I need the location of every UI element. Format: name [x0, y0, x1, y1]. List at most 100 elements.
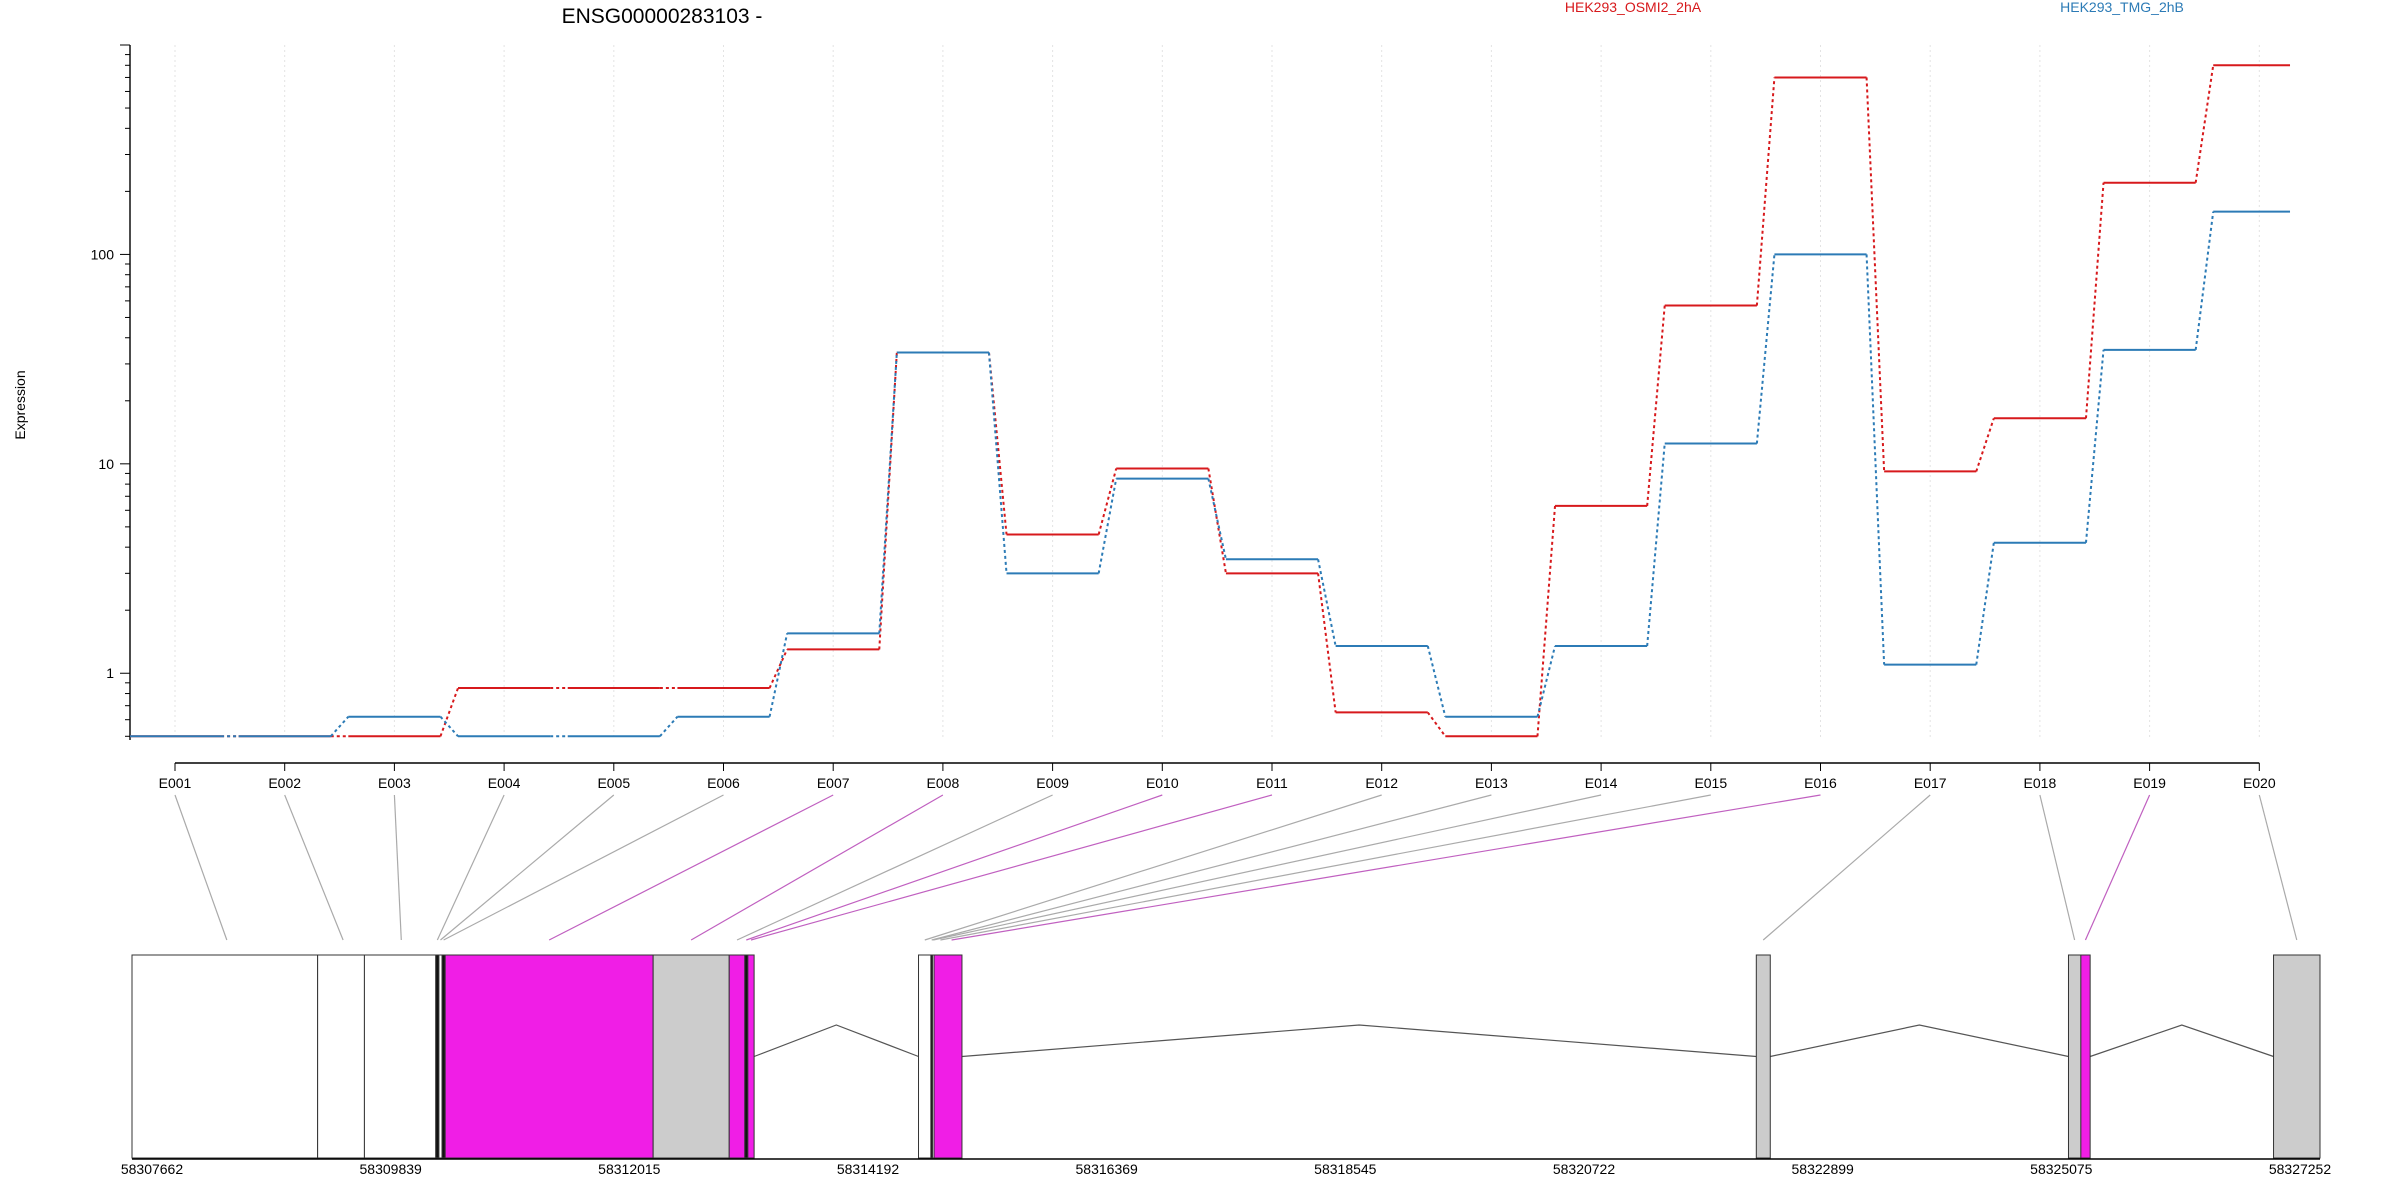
coordinate-label: 58316369	[1076, 1161, 1139, 1177]
expression-transition	[1097, 478, 1118, 574]
coordinate-label: 58322899	[1792, 1161, 1855, 1177]
exon-label: E008	[927, 775, 960, 791]
exon-link	[933, 794, 1602, 941]
y-tick-label: 10	[98, 456, 114, 472]
coordinate-label: 58327252	[2269, 1161, 2332, 1177]
expression-transition	[987, 352, 1008, 535]
exon-link	[736, 794, 1053, 941]
exon-link	[951, 794, 1821, 941]
exon-label: E003	[378, 775, 411, 791]
expression-transition	[878, 352, 898, 634]
exon-link	[1762, 794, 1931, 941]
expression-transition	[2194, 65, 2215, 183]
legend-series-a: HEK293_OSMI2_2hA	[1565, 0, 1702, 15]
series-lines	[130, 64, 2291, 738]
exon-label: E001	[159, 775, 192, 791]
exon-link	[393, 794, 402, 941]
expression-transition	[1755, 254, 1776, 444]
intron-line	[753, 1024, 919, 1058]
exon-label: E018	[2024, 775, 2057, 791]
exon-label: E010	[1146, 775, 1179, 791]
exon-link	[443, 794, 724, 941]
gene-model	[131, 954, 2321, 1160]
y-tick-label: 1	[106, 665, 114, 681]
exon-label: E019	[2133, 775, 2166, 791]
exon-block	[1755, 954, 1771, 1159]
exon-link	[548, 794, 834, 941]
exon-tick-labels: E001 E002 E003 E004 E005 E006 E007 E008 E009 E010…	[159, 775, 2276, 791]
expression-transition	[768, 633, 789, 717]
expression-transition	[330, 716, 350, 737]
expression-transition	[1317, 559, 1337, 647]
exon-block	[728, 954, 746, 1159]
expression-transition	[1865, 77, 1886, 472]
exon-link	[2084, 794, 2151, 941]
exon-link	[2039, 794, 2076, 941]
expression-transition	[659, 716, 679, 737]
expression-transition	[987, 352, 1008, 574]
expression-transition	[1975, 417, 1995, 472]
y-axis-label: Expression	[12, 370, 28, 439]
exon-link	[931, 794, 1492, 941]
legend-series-b: HEK293_TMG_2hB	[2060, 0, 2184, 15]
y-tick-label: 100	[91, 246, 115, 262]
expression-transition	[2084, 349, 2105, 543]
exon-link	[2258, 794, 2298, 941]
exon-label: E016	[1804, 775, 1837, 791]
series-a	[130, 64, 2291, 738]
exon-block	[363, 954, 437, 1159]
coordinate-label: 58314192	[837, 1161, 900, 1177]
genomic-coordinate-labels: 58307662 58309839 58312015 58314192 58316369…	[121, 1161, 2332, 1177]
exon-block	[2067, 954, 2082, 1159]
exon-label: E006	[707, 775, 740, 791]
coordinate-label: 58318545	[1314, 1161, 1377, 1177]
exon-link	[940, 794, 1711, 941]
exon-block	[918, 954, 932, 1159]
exon-label: E015	[1694, 775, 1727, 791]
expression-transition	[1755, 77, 1776, 306]
axes: 1 10 100	[91, 44, 2260, 771]
exon-link	[440, 794, 615, 941]
series-b	[130, 210, 2291, 738]
expression-transition	[2194, 211, 2215, 351]
exon-link	[436, 794, 505, 941]
exon-label: E013	[1475, 775, 1508, 791]
expression-transition	[439, 716, 459, 737]
exon-link	[284, 794, 344, 941]
coordinate-label: 58325075	[2030, 1161, 2093, 1177]
coordinate-label: 58320722	[1553, 1161, 1616, 1177]
grid-lines	[174, 45, 2260, 740]
exon-block	[652, 954, 730, 1159]
expression-transition	[768, 648, 789, 689]
intron-line	[2089, 1024, 2274, 1058]
coordinate-label: 58312015	[598, 1161, 661, 1177]
expression-transition	[1426, 645, 1447, 717]
exon-block	[933, 954, 963, 1159]
expression-transition	[1207, 478, 1227, 560]
expression-transition	[1646, 443, 1666, 647]
expression-transition	[1317, 573, 1337, 713]
chart-title: ENSG00000283103 -	[562, 5, 763, 28]
coordinate-label: 58309839	[360, 1161, 423, 1177]
exon-label: E017	[1914, 775, 1947, 791]
expression-transition	[439, 687, 459, 737]
exon-block	[747, 954, 755, 1159]
exon-label: E020	[2243, 775, 2276, 791]
exon-link	[690, 794, 944, 941]
expression-transition	[2084, 182, 2105, 419]
exon-label: E004	[488, 775, 521, 791]
exon-block	[317, 954, 365, 1159]
expression-transition	[1975, 542, 1995, 665]
exon-link	[924, 794, 1382, 941]
exon-link-lines	[174, 794, 2298, 941]
expression-transition	[1536, 505, 1557, 737]
exon-label: E002	[268, 775, 301, 791]
exon-label: E005	[597, 775, 630, 791]
exon-link	[746, 794, 1163, 941]
expression-transition	[1097, 468, 1118, 535]
intron-line	[1770, 1024, 2069, 1058]
exon-label: E012	[1365, 775, 1398, 791]
intron-line	[961, 1024, 1757, 1058]
coordinate-label: 58307662	[121, 1161, 184, 1177]
